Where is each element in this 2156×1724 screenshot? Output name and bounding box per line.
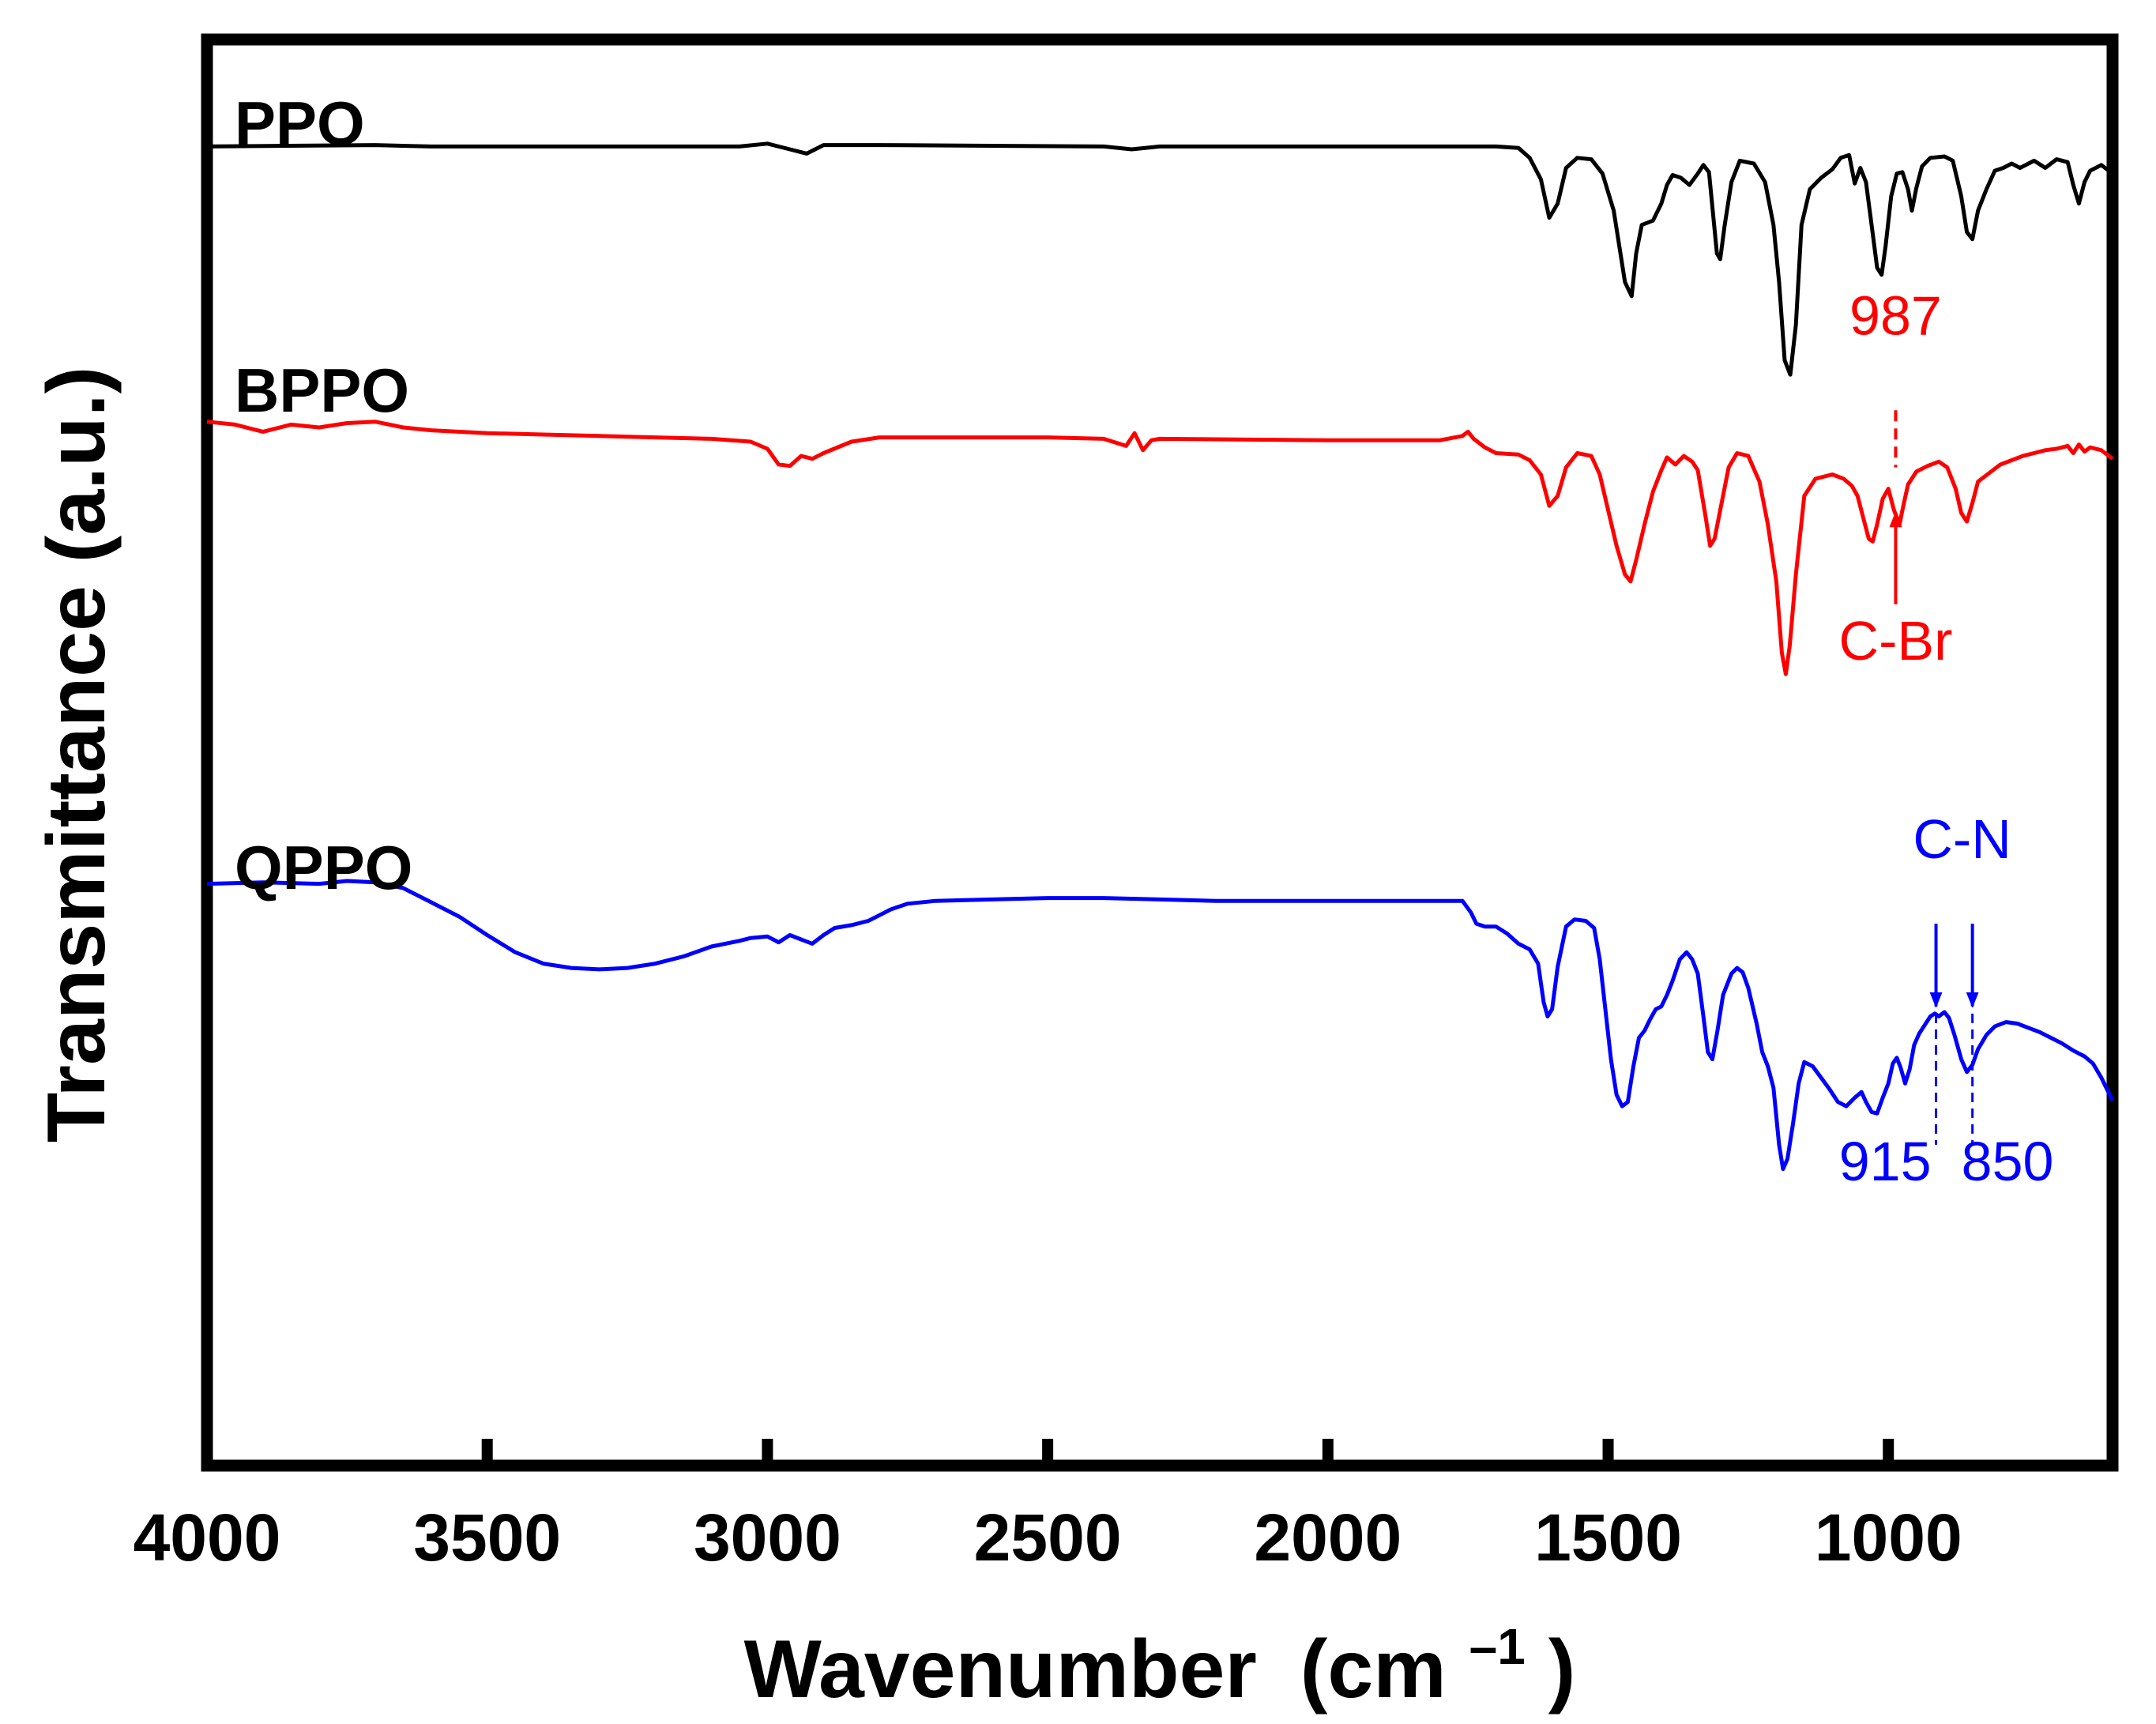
x-tick-label-1500: 1500: [1534, 1500, 1682, 1575]
series-line-qppo: [206, 879, 2115, 1172]
series-label-qppo: QPPO: [235, 833, 412, 902]
series-label-bppo: BPPO: [235, 356, 409, 425]
x-tick-label-4000: 4000: [134, 1500, 281, 1575]
x-tick-label-2500: 2500: [974, 1500, 1122, 1575]
peak-annotations: 987 C-Br C-N 915 850: [1839, 285, 2054, 1192]
x-axis-title-unit: (cm: [1300, 1624, 1447, 1715]
x-axis-title: Wavenumber (cm –1 ): [744, 1590, 1576, 1715]
x-axis-title-exponent: –1: [1469, 1618, 1526, 1675]
x-axis-tick-labels: 4000 3500 3000 2500 2000 1500 1000: [134, 1500, 1962, 1575]
plot-area: 987 C-Br C-N 915 850 PPO BPPO QPPO: [201, 33, 2119, 1472]
x-tick-label-3000: 3000: [694, 1500, 841, 1575]
series-line-bppo: [206, 420, 2114, 676]
annotation-cbr-label: C-Br: [1839, 610, 1953, 672]
series-lines: [206, 141, 2115, 1172]
x-tick-label-1000: 1000: [1815, 1500, 1962, 1575]
annotation-cn-label: C-N: [1913, 808, 2011, 870]
x-axis-title-close: ): [1548, 1624, 1576, 1715]
series-line-ppo: [206, 141, 2114, 377]
x-axis-title-text: Wavenumber: [744, 1624, 1257, 1715]
x-tick-label-3500: 3500: [413, 1500, 561, 1575]
plot-frame: [201, 33, 2119, 1472]
series-label-ppo: PPO: [235, 88, 365, 158]
annotation-915-label: 915: [1839, 1131, 1932, 1192]
annotation-987-label: 987: [1849, 285, 1942, 347]
annotation-850-label: 850: [1962, 1131, 2054, 1192]
x-tick-label-2000: 2000: [1254, 1500, 1402, 1575]
y-axis-title: Transmittance (a.u.): [31, 367, 122, 1142]
x-axis-ticks: [201, 1439, 1894, 1466]
